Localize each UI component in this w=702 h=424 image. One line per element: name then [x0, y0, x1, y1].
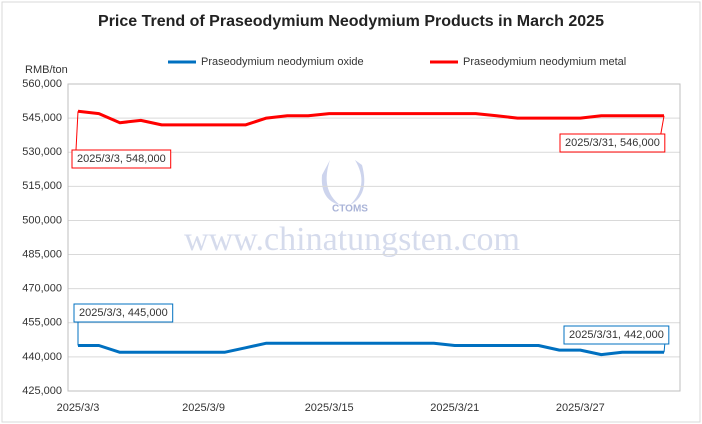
y-tick-label: 515,000: [22, 180, 62, 192]
legend-label: Praseodymium neodymium oxide: [201, 56, 364, 68]
x-tick-label: 2025/3/15: [305, 402, 354, 414]
y-tick-label: 440,000: [22, 351, 62, 363]
y-tick-label: 455,000: [22, 317, 62, 329]
x-tick-label: 2025/3/21: [430, 402, 479, 414]
chart-title: Price Trend of Praseodymium Neodymium Pr…: [98, 13, 604, 30]
annotation-leader: [663, 343, 666, 353]
y-tick-label: 485,000: [22, 248, 62, 260]
x-tick-label: 2025/3/9: [182, 402, 225, 414]
watermark-logo: [321, 160, 365, 205]
watermark: CTOMS www.chinatungsten.com: [184, 160, 520, 258]
watermark-text: www.chinatungsten.com: [184, 221, 520, 258]
y-tick-label: 470,000: [22, 283, 62, 295]
annotation-box: [563, 325, 670, 345]
annotation: 2025/3/31, 442,000: [569, 329, 664, 341]
annotation-box: [73, 303, 174, 323]
y-tick-label: 545,000: [22, 112, 62, 124]
y-axis-label: RMB/ton: [25, 64, 68, 76]
legend-label: Praseodymium neodymium metal: [463, 56, 626, 68]
annotation: 2025/3/31, 546,000: [565, 137, 660, 149]
annotation: 2025/3/3, 548,000: [77, 153, 166, 165]
watermark-text: CTOMS: [332, 204, 368, 215]
y-tick-label: 425,000: [22, 385, 62, 397]
y-tick-label: 560,000: [22, 78, 62, 90]
y-tick-label: 530,000: [22, 146, 62, 158]
x-tick-label: 2025/3/27: [556, 402, 605, 414]
annotation: 2025/3/3, 445,000: [79, 307, 168, 319]
annotation-box: [71, 149, 172, 169]
annotation-leader: [75, 111, 79, 151]
plot-border: [67, 83, 681, 392]
x-tick-label: 2025/3/3: [57, 402, 100, 414]
annotation-leader: [660, 115, 665, 135]
annotation-box: [559, 133, 666, 153]
series-line: [78, 341, 664, 357]
series-line: [77, 109, 664, 127]
y-tick-label: 500,000: [22, 214, 62, 226]
